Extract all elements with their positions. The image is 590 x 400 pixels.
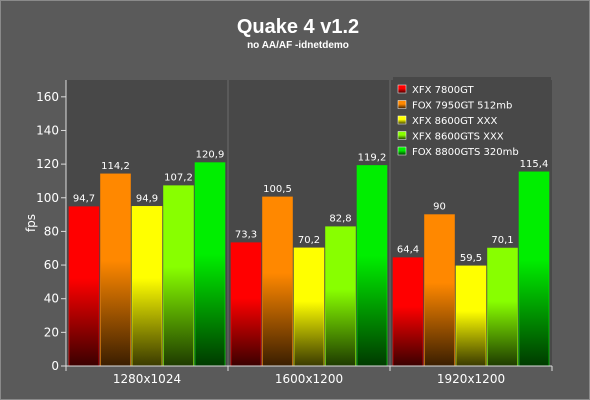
y-tick-label: 40 bbox=[44, 292, 59, 306]
y-tick-label: 0 bbox=[51, 359, 59, 373]
x-tick-label: 1920x1200 bbox=[437, 372, 505, 386]
bar bbox=[262, 196, 293, 367]
data-label: 114,2 bbox=[101, 161, 130, 172]
data-label: 119,2 bbox=[358, 152, 387, 163]
y-axis-label: fps bbox=[24, 214, 38, 232]
data-label: 100,5 bbox=[263, 184, 292, 195]
bar bbox=[392, 257, 424, 367]
data-label: 82,8 bbox=[329, 214, 351, 225]
data-label: 70,2 bbox=[298, 235, 320, 246]
y-tick-label: 60 bbox=[44, 258, 59, 272]
y-tick-label: 160 bbox=[36, 90, 59, 104]
bar bbox=[194, 162, 226, 367]
bar bbox=[325, 226, 356, 367]
bar bbox=[100, 173, 131, 367]
legend-swatch bbox=[397, 84, 407, 94]
bar bbox=[518, 171, 550, 367]
data-label: 59,5 bbox=[460, 253, 482, 264]
bar bbox=[163, 185, 194, 367]
data-label: 107,2 bbox=[164, 173, 193, 184]
legend-box bbox=[393, 77, 551, 155]
legend-label: FOX 7950GT 512mb bbox=[412, 101, 512, 112]
y-tick-label: 80 bbox=[44, 224, 59, 238]
y-tick-label: 100 bbox=[36, 191, 59, 205]
legend-swatch bbox=[397, 100, 407, 109]
legend-label: XFX 7800GT bbox=[412, 85, 474, 96]
legend-label: FOX 8800GTS 320mb bbox=[412, 147, 519, 158]
bar bbox=[424, 214, 455, 367]
bar bbox=[356, 165, 388, 367]
legend-swatch bbox=[397, 131, 407, 140]
data-label: 94,7 bbox=[73, 194, 95, 205]
legend-label: XFX 8600GTS XXX bbox=[412, 132, 504, 143]
data-label: 94,9 bbox=[136, 193, 158, 204]
data-label: 115,4 bbox=[520, 159, 549, 170]
legend-swatch bbox=[397, 115, 407, 125]
y-tick-label: 120 bbox=[36, 157, 59, 171]
data-label: 70,1 bbox=[491, 235, 513, 246]
y-tick-label: 20 bbox=[44, 325, 59, 339]
y-tick-label: 140 bbox=[36, 123, 59, 137]
x-tick-label: 1600x1200 bbox=[275, 372, 343, 386]
bar bbox=[131, 206, 163, 367]
legend-swatch bbox=[397, 146, 407, 156]
bar bbox=[487, 247, 518, 367]
chart-title: Quake 4 v1.2 bbox=[237, 16, 359, 38]
bar bbox=[230, 242, 262, 367]
chart-subtitle: no AA/AF -idnetdemo bbox=[247, 40, 349, 51]
bar bbox=[455, 265, 487, 367]
bar bbox=[293, 247, 325, 367]
data-label: 73,3 bbox=[235, 230, 257, 241]
x-tick-label: 1280x1024 bbox=[113, 372, 181, 386]
data-label: 120,9 bbox=[196, 150, 225, 161]
bar bbox=[68, 206, 100, 367]
legend-label: XFX 8600GT XXX bbox=[412, 116, 497, 127]
data-label: 90 bbox=[433, 202, 446, 213]
data-label: 64,4 bbox=[397, 245, 419, 256]
